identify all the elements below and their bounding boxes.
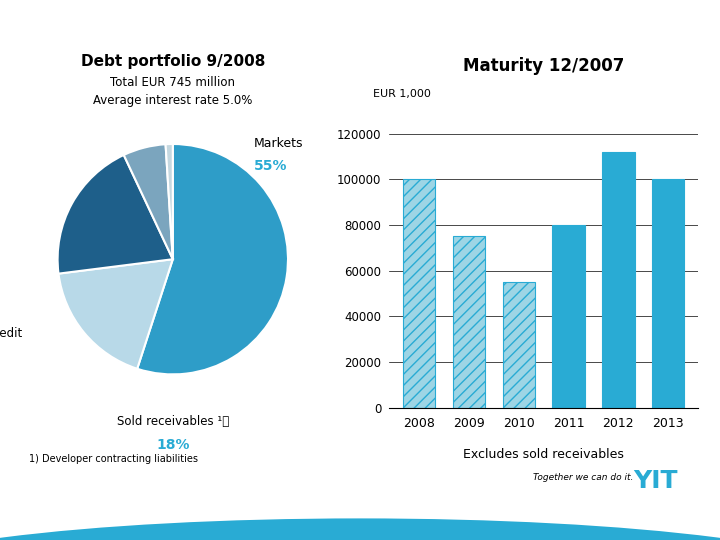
Text: Maturity 12/2007: Maturity 12/2007 xyxy=(463,57,624,75)
Wedge shape xyxy=(58,155,173,274)
Text: Average interest rate 5.0%: Average interest rate 5.0% xyxy=(93,93,253,106)
Bar xyxy=(453,237,485,408)
Text: Sold receivables ¹⧠: Sold receivables ¹⧠ xyxy=(117,415,229,428)
Text: Debt portfolio 9/2008: Debt portfolio 9/2008 xyxy=(81,54,265,69)
Wedge shape xyxy=(58,259,173,369)
Text: 55%: 55% xyxy=(253,159,287,173)
Text: Total EUR 745 million: Total EUR 745 million xyxy=(110,76,235,89)
Bar xyxy=(403,179,436,408)
Text: Stable maturity structure: Stable maturity structure xyxy=(60,25,660,67)
Text: Together we can do it.: Together we can do it. xyxy=(533,473,633,482)
Bar xyxy=(552,225,585,408)
Wedge shape xyxy=(166,144,173,259)
Text: Markets: Markets xyxy=(253,137,303,150)
Text: 1) Developer contracting liabilities: 1) Developer contracting liabilities xyxy=(29,454,198,464)
Ellipse shape xyxy=(0,518,720,540)
Text: 18%: 18% xyxy=(156,438,189,452)
Wedge shape xyxy=(124,144,173,259)
Text: Excludes sold receivables: Excludes sold receivables xyxy=(463,448,624,461)
Text: YIT: YIT xyxy=(634,469,678,493)
Bar xyxy=(503,282,535,408)
Bar xyxy=(602,152,634,408)
Text: EUR 1,000: EUR 1,000 xyxy=(373,89,431,99)
Text: 20: 20 xyxy=(29,523,41,533)
Text: Loans from credit: Loans from credit xyxy=(0,327,22,340)
Wedge shape xyxy=(138,144,288,374)
Bar xyxy=(652,179,684,408)
